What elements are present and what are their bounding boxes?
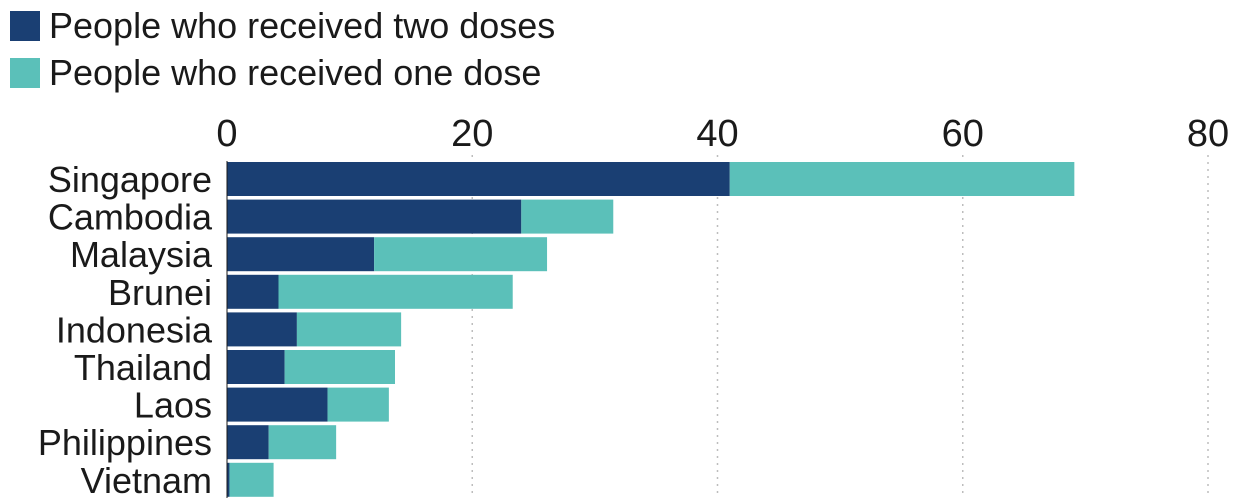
x-tick-label: 80 bbox=[1187, 113, 1229, 155]
bar-segment bbox=[284, 350, 395, 384]
x-tick-label: 20 bbox=[451, 113, 493, 155]
legend-swatch bbox=[10, 11, 40, 41]
bar-segment bbox=[521, 199, 614, 234]
category-label: Laos bbox=[134, 385, 212, 426]
x-tick-label: 0 bbox=[216, 113, 237, 155]
bar-segment bbox=[268, 425, 337, 460]
category-label: Indonesia bbox=[56, 309, 213, 350]
category-label: Singapore bbox=[48, 159, 212, 200]
category-label: Thailand bbox=[74, 347, 212, 388]
category-label: Malaysia bbox=[70, 234, 213, 275]
bar-segment bbox=[227, 425, 269, 460]
legend: People who received two doses People who … bbox=[10, 5, 555, 93]
bar-segment bbox=[729, 162, 1075, 196]
bar-segment bbox=[327, 387, 389, 422]
bar-segment bbox=[296, 312, 402, 347]
x-axis-ticks: 0 20 40 60 80 bbox=[216, 113, 1229, 155]
bar-segment bbox=[227, 274, 279, 309]
category-label: Brunei bbox=[108, 272, 212, 313]
bar-segment bbox=[227, 462, 230, 497]
bar-segment bbox=[229, 462, 274, 497]
bar-segment bbox=[227, 237, 375, 272]
category-labels: SingaporeCambodiaMalaysiaBruneiIndonesia… bbox=[38, 159, 213, 498]
bar-segment bbox=[227, 387, 328, 422]
legend-label: People who received one dose bbox=[49, 52, 541, 93]
bar-segment bbox=[227, 350, 285, 384]
legend-swatch bbox=[10, 58, 40, 88]
x-tick-label: 40 bbox=[696, 113, 738, 155]
category-label: Cambodia bbox=[48, 197, 213, 238]
x-tick-label: 60 bbox=[942, 113, 984, 155]
legend-label: People who received two doses bbox=[49, 5, 555, 46]
bar-segment bbox=[227, 199, 522, 234]
bar-segment bbox=[227, 312, 297, 347]
category-label: Vietnam bbox=[81, 460, 212, 498]
bar-segment bbox=[278, 274, 513, 309]
bar-segment bbox=[227, 162, 730, 196]
bars bbox=[226, 161, 1075, 498]
bar-segment bbox=[374, 237, 548, 272]
category-label: Philippines bbox=[38, 422, 212, 463]
